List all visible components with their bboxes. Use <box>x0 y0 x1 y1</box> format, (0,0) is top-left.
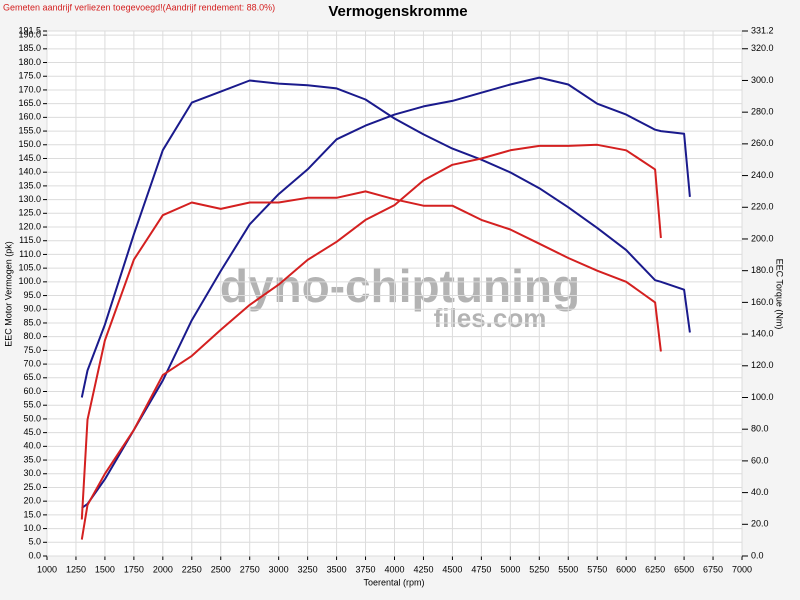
x-tick-label: 4000 <box>384 564 404 574</box>
y2-tick-label: 240.0 <box>751 170 774 180</box>
x-tick-label: 2750 <box>240 564 260 574</box>
y-tick-label: 55.0 <box>23 400 41 410</box>
y-tick-label: 85.0 <box>23 317 41 327</box>
y-tick-label: 100.0 <box>18 276 41 286</box>
y-tick-label: 185.0 <box>18 43 41 53</box>
y-tick-label: 140.0 <box>18 167 41 177</box>
annotation: Gemeten aandrijf verliezen toegevoegd!(A… <box>3 2 275 12</box>
y-tick-label: 110.0 <box>19 249 41 259</box>
y-tick-label: 70.0 <box>23 358 41 368</box>
y2-tick-label: 40.0 <box>751 487 769 497</box>
y-tick-label: 65.0 <box>23 372 41 382</box>
y-tick-label: 180.0 <box>18 57 41 67</box>
series-line <box>81 76 691 509</box>
x-tick-label: 1250 <box>66 564 86 574</box>
x-tick-label: 5250 <box>529 564 549 574</box>
y2-tick-label: 300.0 <box>751 75 774 85</box>
x-tick-label: 1000 <box>37 564 57 574</box>
x-tick-label: 2500 <box>211 564 231 574</box>
y-tick-label: 170.0 <box>18 84 41 94</box>
x-tick-label: 1500 <box>95 564 115 574</box>
y-tick-label: 90.0 <box>23 304 41 314</box>
y2-tick-label: 140.0 <box>751 328 774 338</box>
y-tick-label: 155.0 <box>18 125 41 135</box>
series-line <box>80 143 662 540</box>
y2-tick-label: 200.0 <box>751 233 774 243</box>
y-tick-label: 120.0 <box>18 221 41 231</box>
y2-axis-label: EEC Torque (Nm) <box>775 259 785 330</box>
x-tick-label: 6000 <box>616 564 636 574</box>
y-tick-label: 75.0 <box>23 345 41 355</box>
y-tick-label: 40.0 <box>23 441 41 451</box>
x-tick-label: 4750 <box>471 564 491 574</box>
y-tick-label: 135.0 <box>18 180 41 190</box>
y2-tick-label: 220.0 <box>751 202 774 212</box>
chart-title: Vermogenskromme <box>328 3 467 20</box>
y-tick-label: 20.0 <box>23 496 41 506</box>
watermark: dyno-chiptuning <box>220 260 580 312</box>
series-line <box>80 190 662 520</box>
y2-tick-label: 20.0 <box>751 519 769 529</box>
y-tick-label: 125.0 <box>18 208 41 218</box>
x-tick-label: 3250 <box>298 564 318 574</box>
y-tick-label: 95.0 <box>23 290 41 300</box>
y2-tick-label: 160.0 <box>751 297 774 307</box>
x-tick-label: 6250 <box>645 564 665 574</box>
x-tick-label: 7000 <box>732 564 752 574</box>
x-tick-label: 3000 <box>269 564 289 574</box>
y-tick-label: 35.0 <box>23 454 41 464</box>
y-tick-label: 191.5 <box>18 25 41 35</box>
y-tick-label: 145.0 <box>18 153 41 163</box>
x-tick-label: 6500 <box>674 564 694 574</box>
y-tick-label: 45.0 <box>23 427 41 437</box>
y2-tick-label: 0.0 <box>751 550 764 560</box>
y-tick-label: 175.0 <box>18 71 41 81</box>
x-tick-label: 6750 <box>703 564 723 574</box>
y-tick-label: 160.0 <box>18 112 41 122</box>
y-tick-label: 190.0 <box>18 29 41 39</box>
x-tick-label: 4250 <box>413 564 433 574</box>
y2-tick-label: 60.0 <box>751 455 769 465</box>
x-tick-label: 3750 <box>356 564 376 574</box>
y2-tick-label: 120.0 <box>751 360 774 370</box>
y2-tick-label: 80.0 <box>751 424 769 434</box>
x-tick-label: 5000 <box>500 564 520 574</box>
y-tick-label: 60.0 <box>23 386 41 396</box>
y2-tick-label: 320.0 <box>751 43 774 53</box>
series-line <box>80 79 691 398</box>
y-tick-label: 115.0 <box>19 235 41 245</box>
y-axis-label: EEC Motor Vermogen (pk) <box>3 241 13 347</box>
y2-tick-label: 180.0 <box>751 265 774 275</box>
y-tick-label: 0.0 <box>28 550 41 560</box>
y-tick-label: 25.0 <box>23 482 41 492</box>
x-axis-label: Toerental (rpm) <box>363 577 424 587</box>
y-tick-label: 105.0 <box>18 263 41 273</box>
x-tick-label: 3500 <box>327 564 347 574</box>
y-tick-label: 130.0 <box>18 194 41 204</box>
y-tick-label: 10.0 <box>23 523 41 533</box>
x-tick-label: 4500 <box>442 564 462 574</box>
y-tick-label: 165.0 <box>18 98 41 108</box>
x-tick-label: 2250 <box>182 564 202 574</box>
y-tick-label: 150.0 <box>18 139 41 149</box>
watermark: files.com <box>434 303 547 333</box>
y2-tick-label: 280.0 <box>751 107 774 117</box>
y-tick-label: 50.0 <box>23 413 41 423</box>
x-tick-label: 1750 <box>124 564 144 574</box>
x-tick-label: 2000 <box>153 564 173 574</box>
x-tick-label: 5750 <box>587 564 607 574</box>
x-tick-label: 5500 <box>558 564 578 574</box>
y2-tick-label: 331.2 <box>751 25 774 35</box>
y-tick-label: 15.0 <box>23 509 41 519</box>
y-tick-label: 80.0 <box>23 331 41 341</box>
y2-tick-label: 100.0 <box>751 392 774 402</box>
y-tick-label: 5.0 <box>28 537 41 547</box>
y-tick-label: 30.0 <box>23 468 41 478</box>
y2-tick-label: 260.0 <box>751 138 774 148</box>
